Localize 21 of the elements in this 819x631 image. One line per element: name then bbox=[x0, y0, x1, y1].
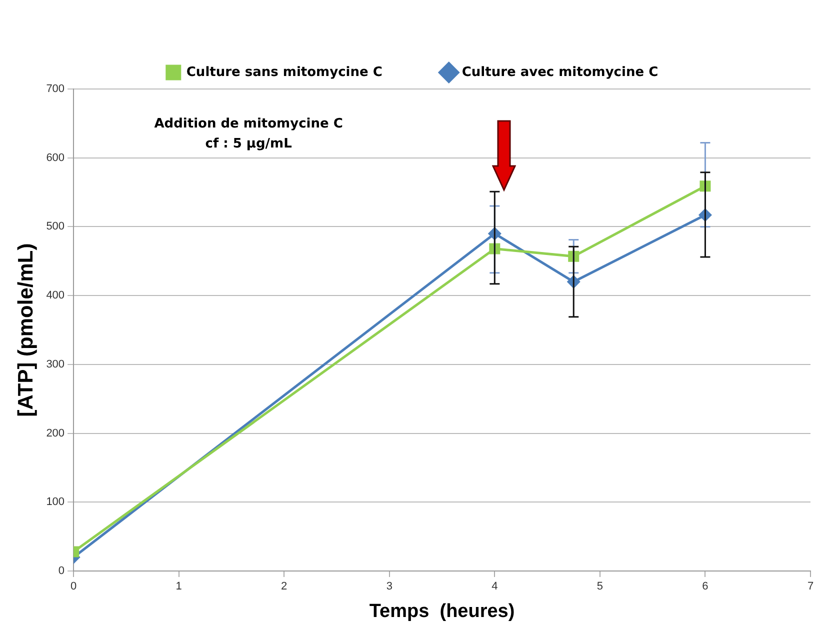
y-tick-label: 300 bbox=[46, 358, 65, 370]
y-tick-label: 500 bbox=[46, 220, 65, 233]
x-tick-label: 4 bbox=[492, 580, 498, 593]
x-tick-label: 7 bbox=[807, 580, 814, 593]
x-tick-label: 3 bbox=[386, 580, 392, 593]
x-tick-label: 0 bbox=[70, 580, 77, 593]
x-tick-label: 1 bbox=[176, 580, 182, 593]
x-axis-title: Temps (heures) bbox=[369, 600, 515, 622]
x-tick-label: 6 bbox=[702, 580, 708, 593]
legend-label: Culture avec mitomycine C bbox=[462, 64, 658, 80]
x-tick-label: 2 bbox=[281, 580, 288, 593]
y-tick-label: 600 bbox=[46, 152, 65, 164]
annotation: Addition de mitomycine C cf : 5 µg/mL bbox=[154, 116, 343, 152]
y-tick-label: 700 bbox=[46, 83, 65, 96]
y-tick-label: 0 bbox=[58, 565, 65, 578]
y-axis-title: [ATP] (pmole/mL) bbox=[14, 243, 38, 417]
y-tick-label: 100 bbox=[46, 496, 65, 508]
y-tick-label: 400 bbox=[46, 290, 65, 302]
x-tick-label: 5 bbox=[596, 580, 604, 593]
legend-label: Culture sans mitomycine C bbox=[186, 64, 382, 80]
y-tick-label: 200 bbox=[46, 427, 65, 440]
